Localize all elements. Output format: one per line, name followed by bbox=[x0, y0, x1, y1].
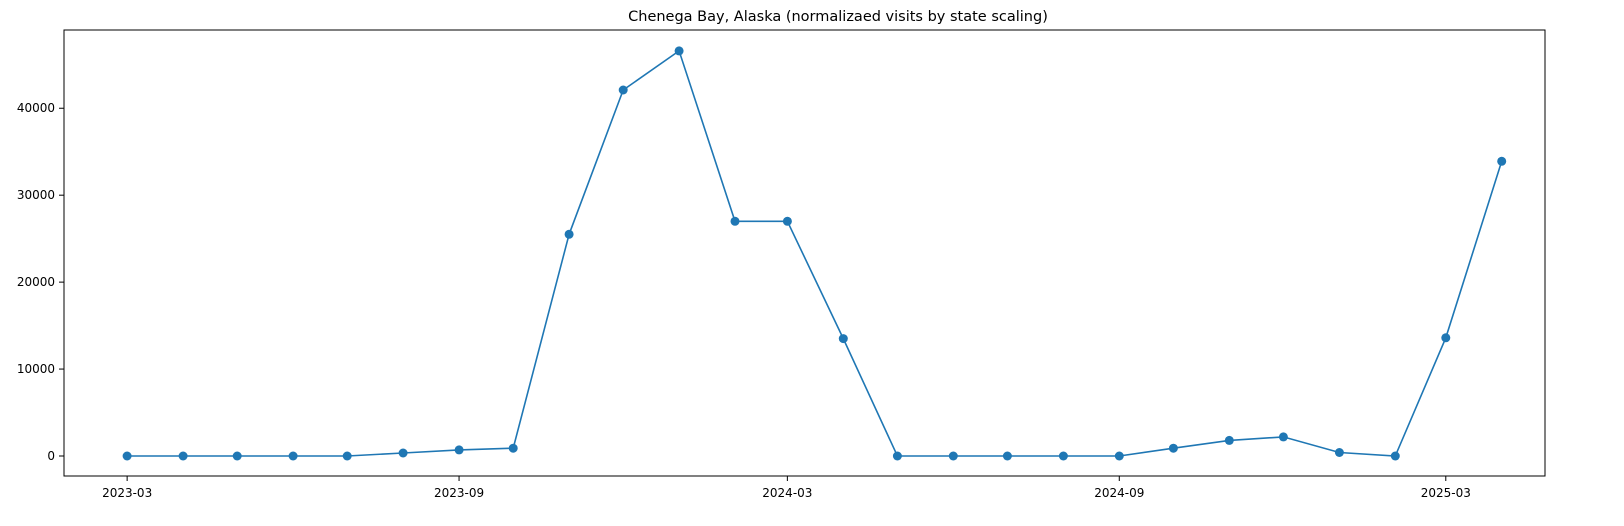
data-point bbox=[618, 85, 628, 95]
data-point bbox=[948, 451, 958, 461]
data-point bbox=[398, 448, 408, 458]
data-point bbox=[1168, 443, 1178, 453]
data-point bbox=[730, 216, 740, 226]
data-point bbox=[508, 443, 518, 453]
plot-frame bbox=[63, 29, 1546, 477]
chart-title: Chenega Bay, Alaska (normalizaed visits … bbox=[628, 9, 1048, 25]
x-tick-label: 2024-03 bbox=[762, 486, 812, 500]
series-line bbox=[127, 49, 1503, 457]
data-point bbox=[232, 451, 242, 461]
data-point bbox=[838, 334, 848, 344]
y-tick-label: 0 bbox=[47, 449, 55, 463]
data-point bbox=[178, 451, 188, 461]
data-point bbox=[674, 46, 684, 56]
data-point bbox=[342, 451, 352, 461]
x-tick-label: 2024-09 bbox=[1094, 486, 1144, 500]
data-point bbox=[1278, 432, 1288, 442]
data-point bbox=[122, 451, 132, 461]
y-axis: 0 10000 20000 30000 40000 bbox=[17, 101, 64, 463]
data-point bbox=[1002, 451, 1012, 461]
y-tick-label: 30000 bbox=[17, 188, 55, 202]
x-tick-label: 2023-09 bbox=[434, 486, 484, 500]
series-layer bbox=[122, 46, 1507, 461]
data-point bbox=[1224, 435, 1234, 445]
data-point bbox=[564, 229, 574, 239]
data-point bbox=[454, 445, 464, 455]
data-point bbox=[1497, 156, 1507, 166]
x-tick-label: 2023-03 bbox=[102, 486, 152, 500]
y-tick-label: 40000 bbox=[17, 101, 55, 115]
y-tick-label: 10000 bbox=[17, 362, 55, 376]
data-point bbox=[892, 451, 902, 461]
x-tick-label: 2025-03 bbox=[1421, 486, 1471, 500]
data-point bbox=[288, 451, 298, 461]
data-point bbox=[1058, 451, 1068, 461]
x-axis: 2023-03 2023-09 2024-03 2024-09 2025-03 bbox=[102, 476, 1471, 500]
data-point bbox=[782, 216, 792, 226]
data-point bbox=[1441, 333, 1451, 343]
y-tick-label: 20000 bbox=[17, 275, 55, 289]
data-point bbox=[1390, 451, 1400, 461]
data-point bbox=[1114, 451, 1124, 461]
data-point bbox=[1334, 448, 1344, 457]
